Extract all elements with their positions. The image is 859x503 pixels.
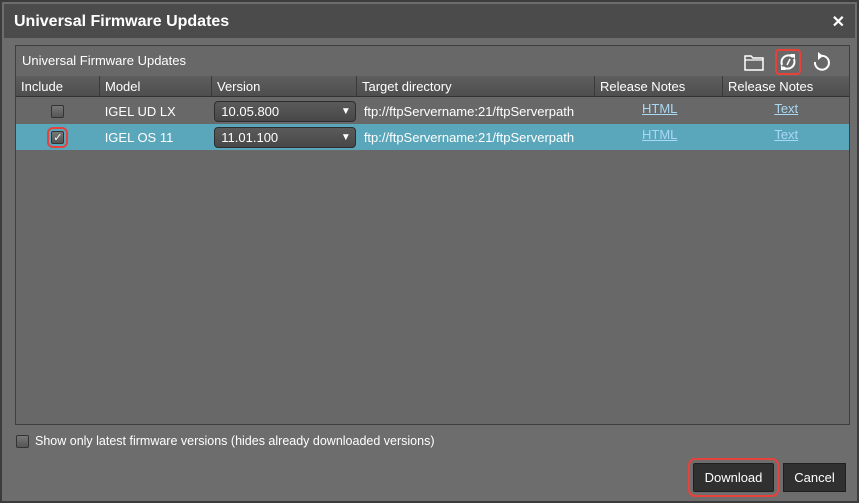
model-cell: IGEL UD LX: [104, 103, 176, 119]
table-row[interactable]: ✓ IGEL OS 11 11.01.100 ▼ ftp://ftpServern…: [16, 124, 849, 150]
table-header: Include Model Version Target directory R…: [16, 76, 849, 97]
undo-icon[interactable]: [809, 49, 835, 75]
chevron-down-icon: ▼: [340, 131, 351, 143]
sync-icon[interactable]: [775, 49, 801, 75]
html-link[interactable]: HTML: [642, 126, 678, 142]
folder-icon[interactable]: [741, 49, 767, 75]
cancel-button[interactable]: Cancel: [783, 463, 846, 492]
target-directory-cell: ftp://ftpServername:21/ftpServerpath: [363, 103, 575, 119]
html-link[interactable]: HTML: [642, 100, 678, 116]
version-dropdown[interactable]: 10.05.800 ▼: [214, 100, 356, 122]
column-target-directory[interactable]: Target directory: [357, 76, 595, 96]
version-value: 10.05.800: [221, 103, 280, 119]
include-checkbox[interactable]: ✓: [47, 126, 69, 148]
column-release-notes-text[interactable]: Release Notes: [728, 79, 814, 94]
text-link[interactable]: Text: [774, 100, 799, 116]
latest-only-label: Show only latest firmware versions (hide…: [35, 434, 435, 448]
chevron-down-icon: ▼: [340, 105, 351, 117]
latest-only-checkbox[interactable]: [16, 434, 29, 448]
title-bar: Universal Firmware Updates ✕: [4, 4, 855, 38]
include-checkbox[interactable]: [51, 104, 65, 118]
column-include[interactable]: Include: [16, 76, 100, 96]
panel-title: Universal Firmware Updates: [22, 53, 186, 68]
column-release-notes-html[interactable]: Release Notes: [595, 76, 723, 96]
table-row[interactable]: IGEL UD LX 10.05.800 ▼ ftp://ftpServernam…: [16, 98, 849, 124]
column-version[interactable]: Version: [212, 76, 357, 96]
latest-only-option[interactable]: Show only latest firmware versions (hide…: [16, 434, 435, 448]
column-model[interactable]: Model: [100, 76, 212, 96]
text-link[interactable]: Text: [774, 126, 799, 142]
version-dropdown[interactable]: 11.01.100 ▼: [214, 126, 356, 148]
firmware-panel: Universal Firmware Updates Include Model…: [15, 45, 850, 425]
version-value: 11.01.100: [221, 129, 279, 145]
close-icon[interactable]: ✕: [831, 14, 845, 31]
window-title: Universal Firmware Updates: [14, 13, 230, 30]
model-cell: IGEL OS 11: [104, 129, 174, 145]
target-directory-cell: ftp://ftpServername:21/ftpServerpath: [363, 129, 575, 145]
download-button[interactable]: Download: [688, 458, 779, 497]
